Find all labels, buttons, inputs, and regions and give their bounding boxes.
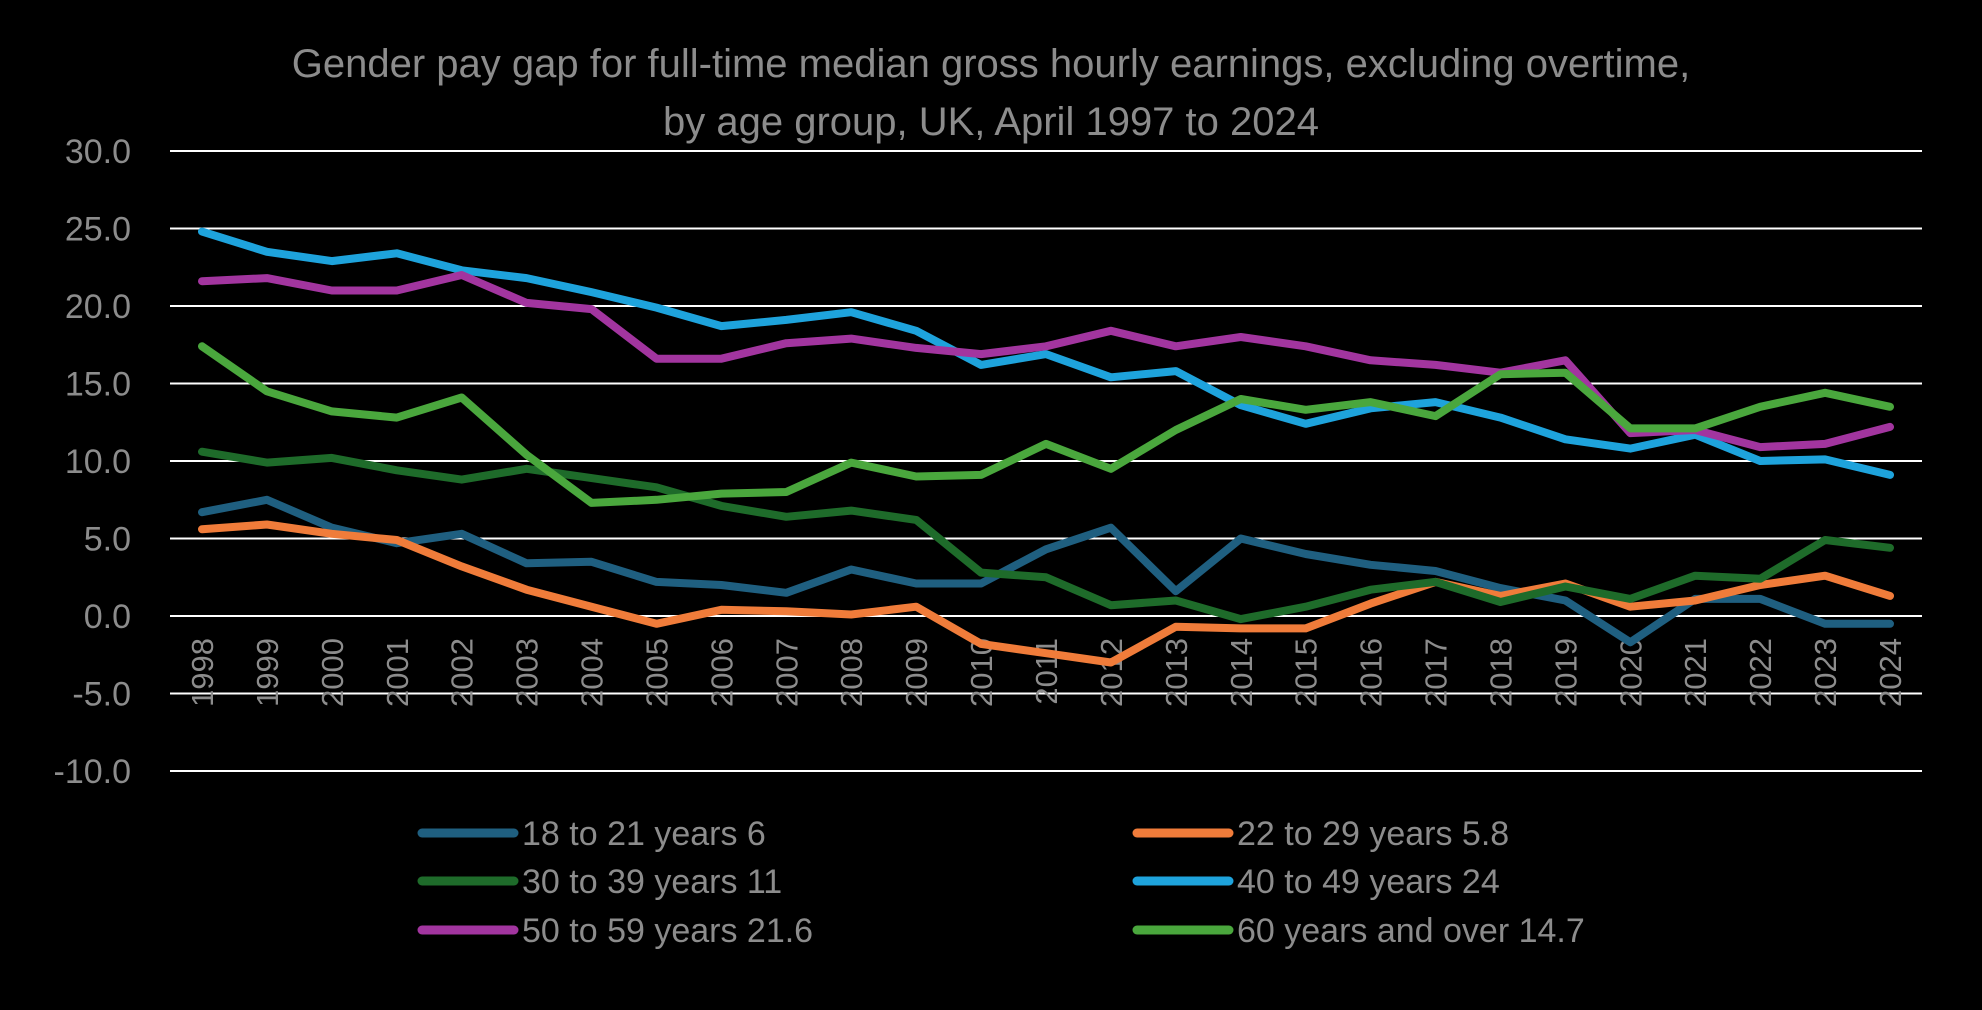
x-tick-label: 2004 (575, 638, 610, 707)
x-tick-label: 2003 (510, 638, 545, 707)
y-tick-label: 20.0 (65, 288, 131, 326)
series-line-3 (198, 447, 1894, 624)
series-line-6 (198, 342, 1894, 507)
chart-title-line-2: by age group, UK, April 1997 to 2024 (663, 100, 1319, 144)
x-tick-label: 2016 (1354, 638, 1389, 707)
x-tick-label: 2006 (704, 638, 739, 707)
x-tick-label: 2002 (445, 638, 480, 707)
x-tick-label: 1998 (185, 638, 220, 707)
x-tick-label: 2015 (1289, 638, 1324, 707)
x-tick-label: 2020 (1613, 638, 1648, 707)
x-tick-label: 2009 (899, 638, 934, 707)
x-tick-label: 2005 (639, 638, 674, 707)
y-tick-label: 10.0 (65, 443, 131, 481)
series-line-4 (198, 227, 1894, 479)
series-line-2 (198, 520, 1894, 667)
x-tick-label: 2013 (1159, 638, 1194, 707)
series-line-5 (198, 271, 1894, 452)
x-tick-label: 2007 (769, 638, 804, 707)
x-tick-label: 2019 (1548, 638, 1583, 707)
legend-label-4: 40 to 49 years 24 (1237, 863, 1500, 901)
x-tick-label: 2018 (1483, 638, 1518, 707)
x-tick-label: 2012 (1094, 638, 1129, 707)
x-tick-label: 2008 (834, 638, 869, 707)
legend: 18 to 21 years 6 22 to 29 years 5.8 30 to … (417, 815, 1585, 950)
x-tick-label: 2023 (1808, 638, 1843, 707)
y-tick-label: -10.0 (54, 753, 132, 791)
x-tick-label: 2014 (1224, 638, 1259, 707)
x-tick-label: 2017 (1419, 638, 1454, 707)
legend-label-3: 30 to 39 years 11 (522, 863, 782, 901)
series-line-1 (198, 495, 1894, 647)
y-tick-label: 30.0 (65, 133, 131, 171)
legend-label-5: 50 to 59 years 21.6 (522, 912, 813, 950)
x-tick-label: 2000 (315, 638, 350, 707)
legend-label-1: 18 to 21 years 6 (522, 815, 766, 853)
legend-label-6: 60 years and over 14.7 (1237, 912, 1585, 950)
data-series (198, 227, 1894, 667)
y-tick-label: 5.0 (84, 521, 131, 559)
gridlines (170, 150, 1922, 772)
x-axis-tick-labels: 1998 1999 2000 2001 2002 2003 2004 2005 2006 2007… (185, 638, 1908, 707)
y-tick-label: -5.0 (72, 676, 131, 714)
x-tick-label: 1999 (250, 638, 285, 707)
x-tick-label: 2001 (380, 638, 415, 707)
y-tick-label: 25.0 (65, 211, 131, 249)
chart-title: Gender pay gap for full-time median gros… (292, 42, 1690, 144)
y-tick-label: 0.0 (84, 598, 131, 636)
legend-label-2: 22 to 29 years 5.8 (1237, 815, 1509, 853)
y-axis-tick-labels: 30.0 25.0 20.0 15.0 10.0 5.0 0.0 -5.0 -10.0 (54, 133, 132, 791)
chart-title-line-1: Gender pay gap for full-time median gros… (292, 42, 1690, 86)
x-tick-label: 2022 (1743, 638, 1778, 707)
x-tick-label: 2021 (1678, 638, 1713, 707)
x-tick-label: 2024 (1873, 638, 1908, 707)
y-tick-label: 15.0 (65, 366, 131, 404)
